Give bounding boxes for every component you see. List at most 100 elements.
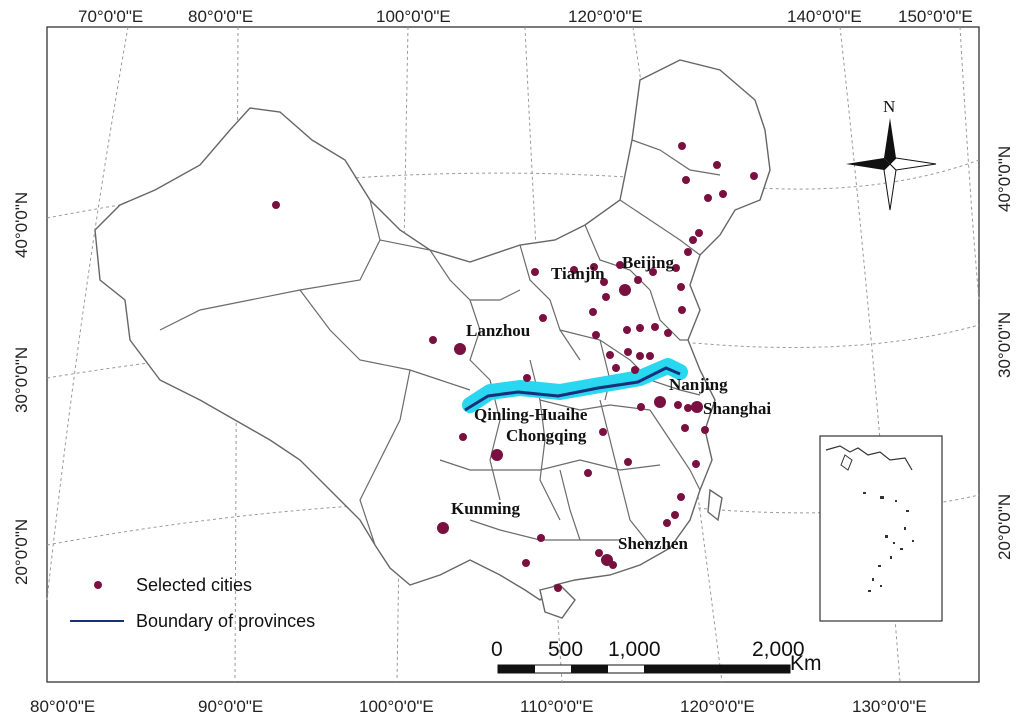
city-dot xyxy=(429,336,437,344)
scale-label-0: 0 xyxy=(491,638,503,661)
north-label: N xyxy=(883,97,895,116)
city-dot xyxy=(713,161,721,169)
city-dot xyxy=(678,142,686,150)
scale-bar: 0 500 1,000 2,000 Km xyxy=(491,638,822,675)
city-dot xyxy=(619,284,631,296)
left-lat-labels: 40°0'0"N 30°0'0"N 20°0'0"N xyxy=(12,192,31,585)
city-dot xyxy=(523,374,531,382)
top-lon-label: 100°0'0"E xyxy=(376,7,451,26)
city-dot xyxy=(624,458,632,466)
city-dot xyxy=(674,401,682,409)
city-dot xyxy=(634,276,642,284)
city-dot xyxy=(616,261,624,269)
city-dot xyxy=(649,268,657,276)
scale-unit: Km xyxy=(790,652,822,675)
scale-label-1000: 1,000 xyxy=(608,638,661,661)
city-dot xyxy=(272,201,280,209)
city-dot xyxy=(636,352,644,360)
city-dot xyxy=(584,469,592,477)
right-lat-label: 40°0'0"N xyxy=(995,146,1014,212)
label-beijing: Beijing xyxy=(622,253,674,272)
city-dot xyxy=(631,366,639,374)
left-lat-label: 40°0'0"N xyxy=(12,192,31,258)
city-dot xyxy=(701,426,709,434)
top-lon-label: 140°0'0"E xyxy=(787,7,862,26)
label-shenzhen: Shenzhen xyxy=(618,534,688,553)
right-lat-labels: 40°0'0"N 30°0'0"N 20°0'0"N xyxy=(995,146,1014,560)
label-kunming: Kunming xyxy=(451,499,520,518)
city-dot xyxy=(684,248,692,256)
city-dot xyxy=(664,329,672,337)
city-dot xyxy=(672,264,680,272)
label-shanghai: Shanghai xyxy=(703,399,771,418)
bottom-lon-label: 80°0'0"E xyxy=(30,697,95,716)
city-dot xyxy=(691,401,703,413)
legend-city-dot xyxy=(94,581,102,589)
city-dot xyxy=(682,176,690,184)
city-dot xyxy=(459,433,467,441)
city-dot xyxy=(695,229,703,237)
city-dot xyxy=(602,293,610,301)
city-dot xyxy=(531,268,539,276)
bottom-lon-label: 110°0'0"E xyxy=(520,697,593,716)
city-dot xyxy=(624,348,632,356)
city-dot xyxy=(671,511,679,519)
city-dot xyxy=(589,308,597,316)
city-dot xyxy=(646,352,654,360)
city-dot xyxy=(719,190,727,198)
city-dot xyxy=(606,351,614,359)
top-lon-labels: 70°0'0"E 80°0'0"E 100°0'0"E 120°0'0"E 14… xyxy=(78,7,973,26)
city-dot xyxy=(595,549,603,557)
city-dot xyxy=(539,314,547,322)
city-dot xyxy=(654,396,666,408)
city-dots xyxy=(272,142,758,592)
city-dot xyxy=(491,449,503,461)
city-dot xyxy=(600,278,608,286)
city-dot xyxy=(592,331,600,339)
top-lon-label: 120°0'0"E xyxy=(568,7,643,26)
legend-boundary: Boundary of provinces xyxy=(136,611,315,631)
city-dot xyxy=(590,263,598,271)
city-dot xyxy=(537,534,545,542)
city-dot xyxy=(599,428,607,436)
city-dot xyxy=(677,283,685,291)
city-dot xyxy=(612,364,620,372)
city-dot xyxy=(636,324,644,332)
city-dot xyxy=(454,343,466,355)
bottom-lon-label: 100°0'0"E xyxy=(359,697,434,716)
city-dot xyxy=(623,326,631,334)
city-dot xyxy=(651,323,659,331)
city-dot xyxy=(570,266,578,274)
left-lat-label: 30°0'0"N xyxy=(12,347,31,413)
city-dot xyxy=(692,460,700,468)
top-lon-label: 150°0'0"E xyxy=(898,7,973,26)
city-dot xyxy=(637,403,645,411)
city-labels: Beijing Tianjin Lanzhou Nanjing Qinling-… xyxy=(451,253,771,553)
bottom-lon-label: 130°0'0"E xyxy=(852,697,927,716)
city-dot xyxy=(663,519,671,527)
label-nanjing: Nanjing xyxy=(669,375,728,394)
label-qinling-huaihe: Qinling-Huaihe xyxy=(474,405,588,424)
scale-label-2000: 2,000 xyxy=(752,638,805,661)
city-dot xyxy=(522,559,530,567)
inset-map xyxy=(819,435,943,622)
label-chongqing: Chongqing xyxy=(506,426,587,445)
north-arrow: N xyxy=(846,97,937,211)
label-lanzhou: Lanzhou xyxy=(466,321,530,340)
right-lat-label: 20°0'0"N xyxy=(995,494,1014,560)
inset-frame xyxy=(819,435,943,622)
map-frame xyxy=(46,26,980,683)
qinling-huaihe-line xyxy=(462,358,688,413)
city-dot xyxy=(689,236,697,244)
legend-selected-cities: Selected cities xyxy=(136,575,252,595)
bottom-lon-label: 120°0'0"E xyxy=(680,697,755,716)
right-lat-label: 30°0'0"N xyxy=(995,312,1014,378)
city-dot xyxy=(750,172,758,180)
scale-label-500: 500 xyxy=(548,638,583,661)
left-lat-label: 20°0'0"N xyxy=(12,519,31,585)
city-dot xyxy=(609,561,617,569)
city-dot xyxy=(704,194,712,202)
label-tianjin: Tianjin xyxy=(551,264,605,283)
city-dot xyxy=(684,404,692,412)
